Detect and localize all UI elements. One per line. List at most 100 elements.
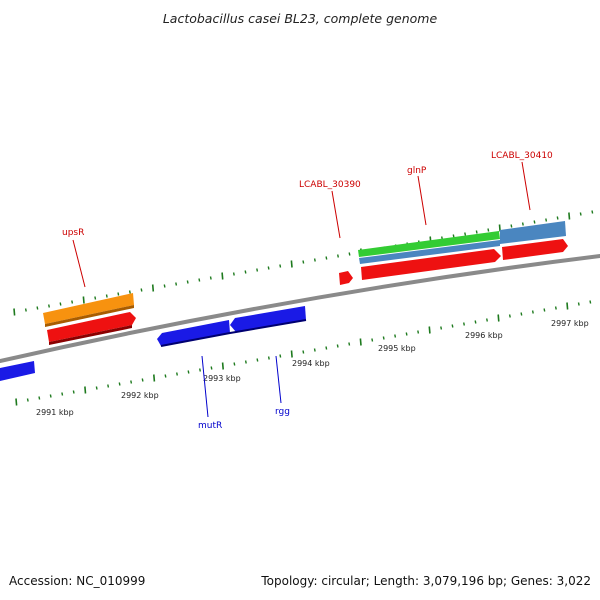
major-tick xyxy=(221,272,224,280)
minor-tick xyxy=(313,348,316,352)
minor-tick xyxy=(463,322,465,326)
upsR-cds-feature-edge xyxy=(49,325,132,345)
glnP-gene-feature[interactable] xyxy=(358,231,500,257)
minor-tick xyxy=(49,394,52,398)
minor-tick xyxy=(325,256,328,260)
scale-label-2992: 2992 kbp xyxy=(121,391,159,400)
minor-tick xyxy=(589,300,592,304)
minor-tick xyxy=(117,292,120,296)
minor-tick xyxy=(38,396,41,400)
left-reverse-gene-feature[interactable] xyxy=(0,361,35,381)
rgg-gene-feature[interactable] xyxy=(230,306,306,332)
minor-tick xyxy=(510,224,513,228)
minor-tick xyxy=(591,210,594,214)
accession-text: Accession: NC_010999 xyxy=(9,574,146,588)
minor-tick xyxy=(94,296,97,300)
minor-tick xyxy=(382,336,385,340)
major-tick xyxy=(13,308,16,316)
LCABL_30410-cds-feature[interactable] xyxy=(502,239,568,260)
major-tick xyxy=(359,338,362,346)
rgg-leader-line xyxy=(275,355,282,404)
minor-tick xyxy=(531,310,534,314)
minor-tick xyxy=(554,306,557,310)
upsR-label[interactable]: upsR xyxy=(62,228,84,238)
scale-label-2991: 2991 kbp xyxy=(36,408,74,417)
minor-tick xyxy=(244,270,247,274)
minor-tick xyxy=(233,362,236,366)
major-tick xyxy=(290,260,293,268)
minor-tick xyxy=(176,372,178,376)
minor-tick xyxy=(464,232,467,236)
genome-summary-text: Topology: circular; Length: 3,079,196 bp… xyxy=(261,574,591,588)
mutR-gene-feature[interactable] xyxy=(157,320,230,346)
minor-tick xyxy=(486,318,488,322)
minor-tick xyxy=(72,390,75,394)
major-tick xyxy=(15,398,18,406)
minor-tick xyxy=(520,312,523,316)
minor-tick xyxy=(107,384,110,388)
minor-tick xyxy=(256,268,259,272)
minor-tick xyxy=(451,324,454,328)
minor-tick xyxy=(543,308,546,312)
minor-tick xyxy=(348,342,351,346)
minor-tick xyxy=(313,258,316,262)
upsR-gene-feature-edge xyxy=(45,305,134,327)
major-tick xyxy=(84,386,87,394)
minor-tick xyxy=(130,380,133,384)
minor-tick xyxy=(199,368,201,372)
minor-tick xyxy=(267,356,270,360)
major-tick xyxy=(290,350,293,358)
mutR-leader-line xyxy=(201,355,209,418)
minor-tick xyxy=(577,302,580,306)
minor-tick xyxy=(279,264,282,268)
major-tick xyxy=(566,302,569,310)
minor-tick xyxy=(210,366,213,370)
minor-tick xyxy=(508,314,511,318)
LCABL_30410-gene-feature[interactable] xyxy=(500,221,566,244)
scale-label-2993: 2993 kbp xyxy=(203,374,241,383)
minor-tick xyxy=(267,266,270,270)
LCABL_30390-gene-feature[interactable] xyxy=(339,271,353,285)
minor-tick xyxy=(474,320,477,324)
minor-tick xyxy=(302,260,305,264)
minor-tick xyxy=(140,288,143,292)
minor-tick xyxy=(545,218,548,222)
minor-tick xyxy=(175,282,178,286)
mutR-label[interactable]: mutR xyxy=(198,421,222,431)
glnP-cds-feature[interactable] xyxy=(361,249,501,280)
minor-tick xyxy=(521,222,524,226)
upsR-cds-feature[interactable] xyxy=(47,312,136,342)
glnP-label[interactable]: glnP xyxy=(407,166,427,176)
minor-tick xyxy=(348,252,351,256)
minor-tick xyxy=(61,392,64,396)
reverse-feature-shadow xyxy=(160,319,307,347)
glnP-domain-feature[interactable] xyxy=(359,240,500,264)
major-tick xyxy=(82,296,85,304)
minor-tick xyxy=(487,228,490,232)
major-tick xyxy=(568,212,571,220)
minor-tick xyxy=(440,326,443,330)
minor-tick xyxy=(36,306,39,310)
minor-tick xyxy=(48,304,50,308)
minor-tick xyxy=(26,398,29,402)
minor-tick xyxy=(186,280,189,284)
minor-tick xyxy=(405,332,408,336)
minor-tick xyxy=(244,360,247,364)
scale-label-2997: 2997 kbp xyxy=(551,319,589,328)
major-tick xyxy=(428,326,431,334)
scale-label-2996: 2996 kbp xyxy=(465,331,503,340)
minor-tick xyxy=(163,284,166,288)
minor-tick xyxy=(141,378,144,382)
upsR-gene-feature[interactable] xyxy=(43,293,134,324)
upsR-leader-line xyxy=(72,239,86,288)
minor-tick xyxy=(187,370,190,374)
minor-tick xyxy=(198,278,201,282)
LCABL_30410-label[interactable]: LCABL_30410 xyxy=(491,151,553,161)
LCABL_30390-leader-line xyxy=(331,190,341,239)
minor-tick xyxy=(417,330,420,334)
rgg-label[interactable]: rgg xyxy=(275,407,290,417)
major-tick xyxy=(151,284,155,292)
minor-tick xyxy=(556,216,559,220)
LCABL_30390-label[interactable]: LCABL_30390 xyxy=(299,180,361,190)
